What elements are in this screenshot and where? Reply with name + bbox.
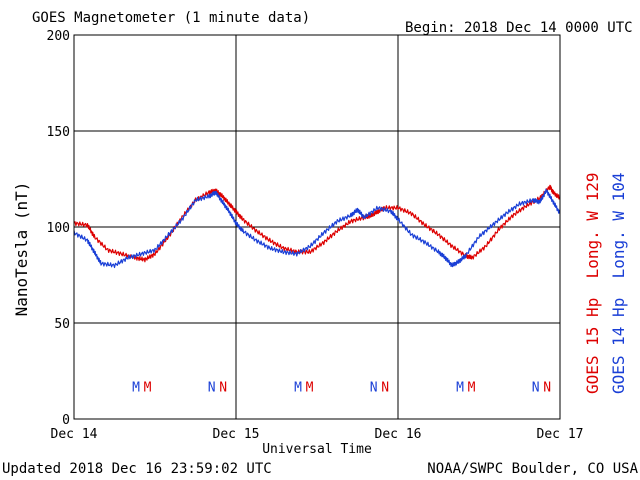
x-tick-label: Dec 16 bbox=[375, 427, 422, 442]
x-axis-label: Universal Time bbox=[262, 442, 372, 457]
midnight-marker: M bbox=[456, 380, 464, 395]
y-axis-ticks: 0 50 100 150 200 bbox=[47, 29, 70, 428]
midnight-marker: M bbox=[294, 380, 302, 395]
y-tick-label: 200 bbox=[47, 29, 70, 44]
y-tick-label: 0 bbox=[62, 413, 70, 428]
y-tick-label: 50 bbox=[54, 317, 70, 332]
plot-grid bbox=[74, 35, 560, 419]
y-tick-label: 100 bbox=[47, 221, 70, 236]
plot-frame bbox=[73, 34, 561, 420]
noon-marker: N bbox=[208, 380, 216, 395]
chart-title: GOES Magnetometer (1 minute data) bbox=[32, 10, 310, 26]
noon-marker: N bbox=[532, 380, 540, 395]
midnight-marker: M bbox=[144, 380, 152, 395]
goes14-line bbox=[73, 188, 561, 269]
noon-marker: N bbox=[543, 380, 551, 395]
x-tick-label: Dec 17 bbox=[537, 427, 584, 442]
x-axis-ticks: Dec 14 Dec 15 Dec 16 Dec 17 bbox=[51, 427, 584, 442]
goes15-line bbox=[73, 184, 561, 263]
y-axis-label: NanoTesla (nT) bbox=[12, 182, 31, 317]
data-series bbox=[73, 184, 561, 269]
y-tick-label: 150 bbox=[47, 125, 70, 140]
noon-marker: N bbox=[370, 380, 378, 395]
noon-marker: N bbox=[219, 380, 227, 395]
updated-timestamp: Updated 2018 Dec 16 23:59:02 UTC bbox=[2, 461, 272, 477]
source-credit: NOAA/SWPC Boulder, CO USA bbox=[427, 461, 638, 477]
midnight-marker: M bbox=[468, 380, 476, 395]
noon-marker: N bbox=[381, 380, 389, 395]
legend-goes15: GOES 15 Hp Long. W 129 bbox=[583, 172, 602, 394]
legend-goes14: GOES 14 Hp Long. W 104 bbox=[609, 172, 628, 394]
midnight-marker: M bbox=[306, 380, 314, 395]
x-tick-label: Dec 15 bbox=[213, 427, 260, 442]
begin-time: Begin: 2018 Dec 14 0000 UTC bbox=[405, 20, 633, 36]
x-tick-label: Dec 14 bbox=[51, 427, 98, 442]
midnight-marker: M bbox=[132, 380, 140, 395]
legend: GOES 15 Hp Long. W 129 GOES 14 Hp Long. W… bbox=[583, 172, 628, 394]
